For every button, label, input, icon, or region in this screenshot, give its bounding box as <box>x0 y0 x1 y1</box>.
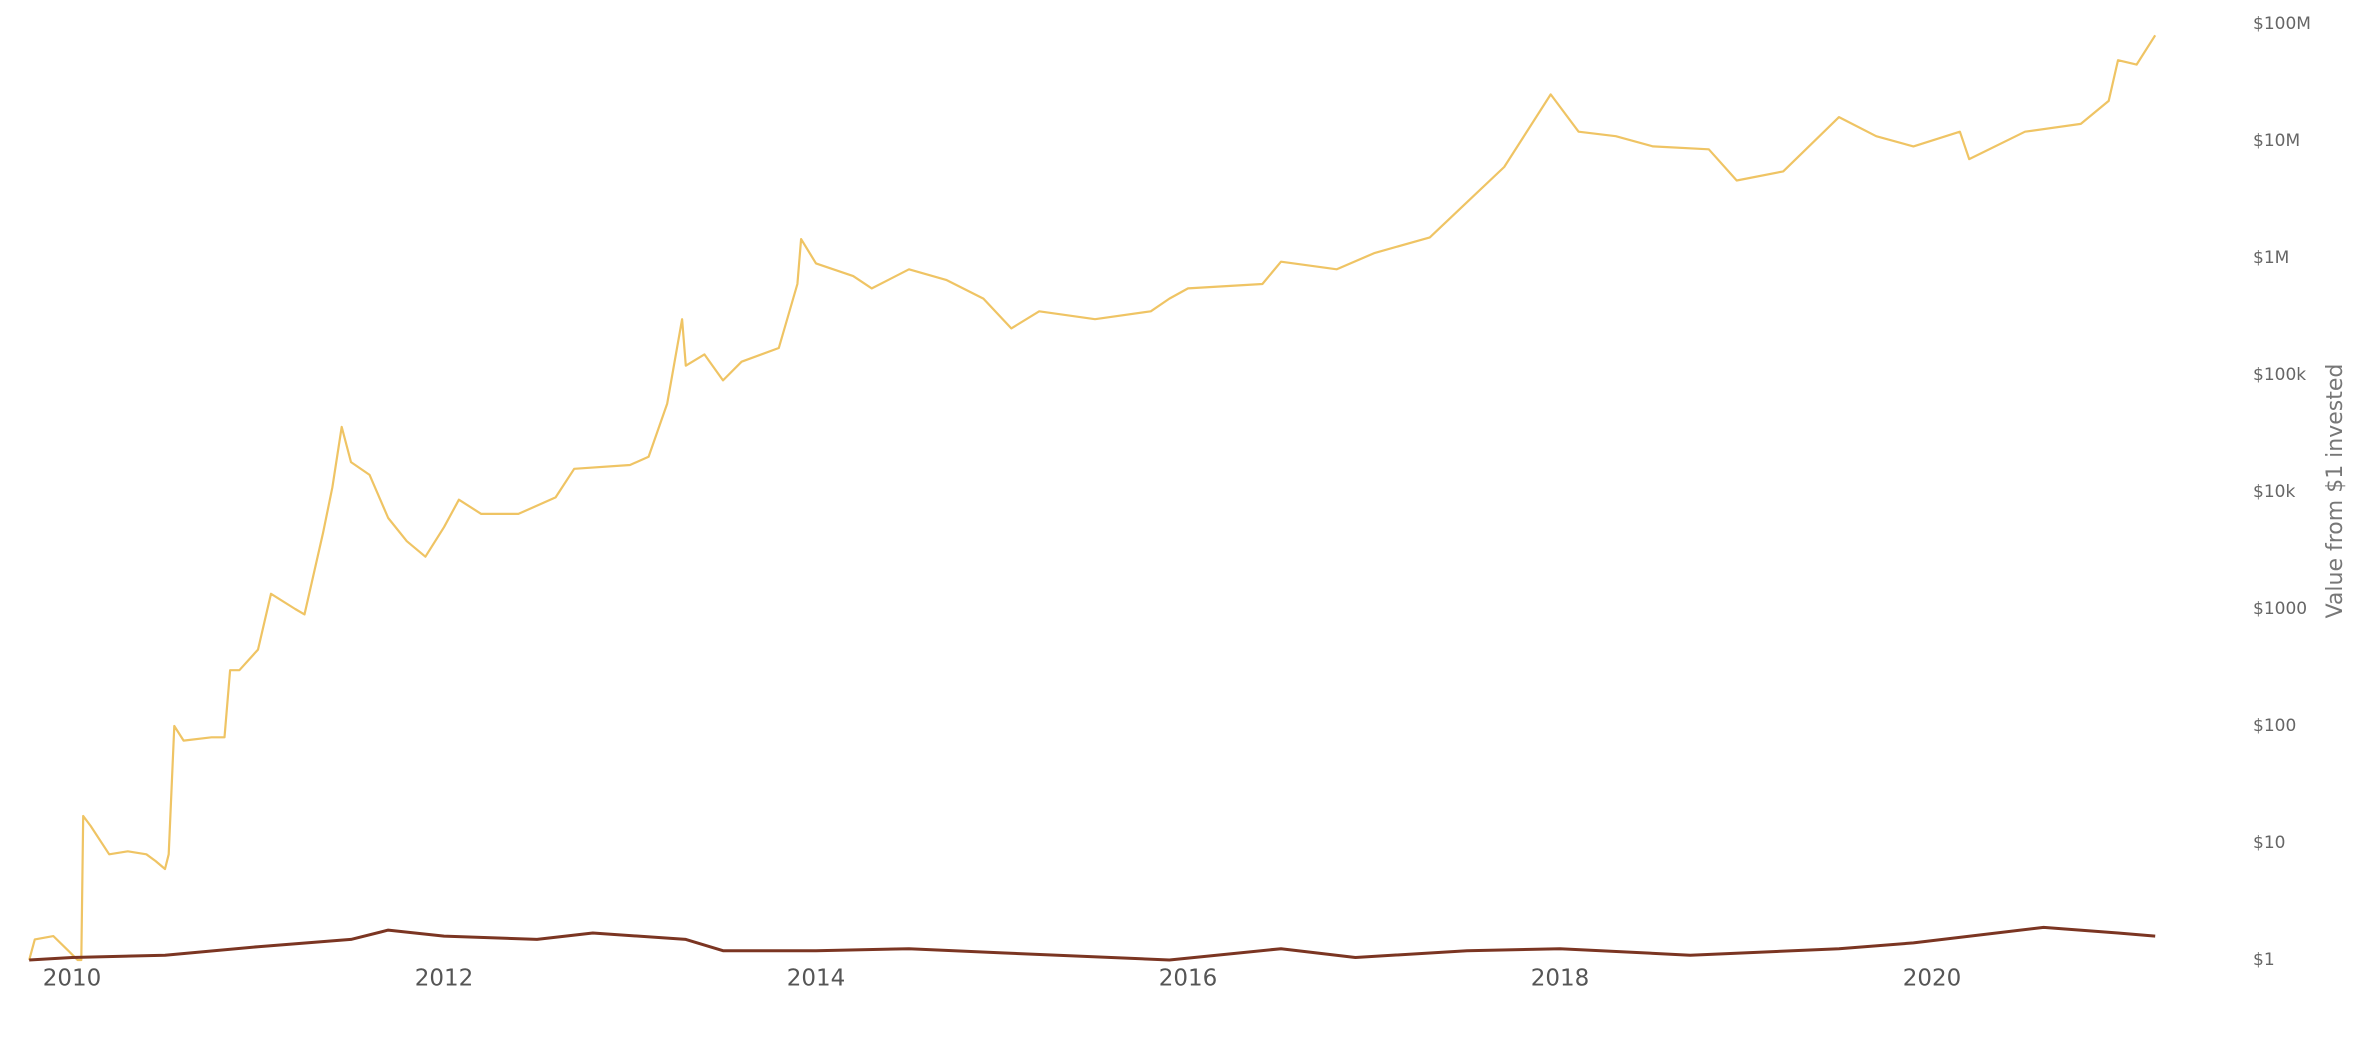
y-tick-label: $1 <box>2253 950 2275 970</box>
y-tick-label: $100k <box>2253 365 2306 385</box>
x-tick-label: 2016 <box>1159 966 1218 992</box>
y-tick-label: $10k <box>2253 482 2295 502</box>
series-line <box>28 34 2157 962</box>
x-tick-label: 2012 <box>415 966 474 992</box>
y-tick-label: $10 <box>2253 833 2285 853</box>
x-tick-label: 2014 <box>787 966 846 992</box>
y-tick-label: $10M <box>2253 131 2300 151</box>
x-tick-label: 2020 <box>1903 966 1962 992</box>
x-tick-label: 2010 <box>43 966 102 992</box>
y-tick-label: $1000 <box>2253 599 2307 619</box>
y-tick-label: $100M <box>2253 14 2311 34</box>
y-tick-label: $100 <box>2253 716 2296 736</box>
y-axis-label: Value from $1 invested <box>2323 364 2348 619</box>
y-tick-label: $1M <box>2253 248 2289 268</box>
series-line <box>29 925 2156 962</box>
x-tick-label: 2018 <box>1531 966 1590 992</box>
